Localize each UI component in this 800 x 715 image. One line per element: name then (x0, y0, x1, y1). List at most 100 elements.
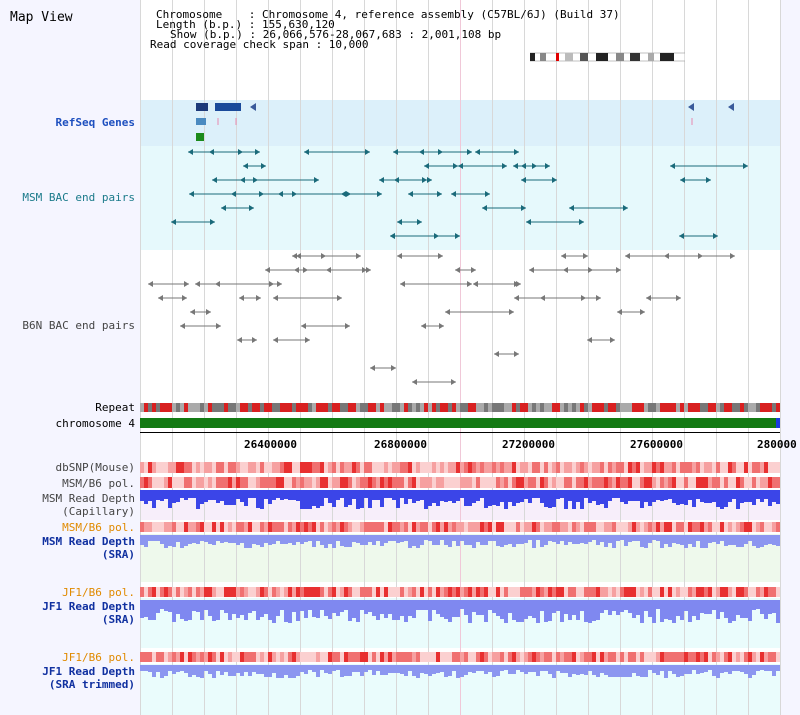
dbsnp-heat-track[interactable] (140, 462, 780, 473)
b6n-bac-pair-end-left (397, 253, 402, 259)
repsvg-cell (256, 403, 260, 412)
h4-cell (436, 587, 440, 597)
msm-bac-pair-end-left (526, 219, 531, 225)
h5-cell (728, 652, 732, 662)
msm-bac-pair-end-right (249, 205, 254, 211)
h5-cell (760, 652, 764, 662)
d4-bar (140, 665, 144, 671)
d2-bar (248, 535, 252, 548)
jf1-pol-heat-track[interactable] (140, 587, 780, 597)
h2-cell (484, 477, 488, 488)
h1-cell (432, 462, 436, 473)
d2-bar (596, 535, 600, 545)
refseq-gene-2[interactable] (215, 103, 241, 111)
h5-cell (524, 652, 528, 662)
repeat-track[interactable] (140, 403, 780, 412)
h4-cell (140, 587, 144, 597)
msm-pol-label[interactable]: MSM/B6 pol. (62, 477, 135, 490)
msm-pol2-label[interactable]: MSM/B6 pol. (62, 521, 135, 534)
msm-bac-label[interactable]: MSM BAC end pairs (22, 191, 135, 204)
d3-bar (524, 600, 528, 619)
chromosome-bar[interactable] (140, 418, 780, 428)
jf1-pol2-heat-track[interactable] (140, 652, 780, 662)
jf1-depth-trim-track[interactable] (140, 665, 780, 679)
h3-cell (648, 522, 652, 532)
h5-cell (424, 652, 428, 662)
d4-bar (316, 665, 320, 677)
d3-bar (244, 600, 248, 620)
h1-cell (184, 462, 188, 473)
d4-bar (144, 665, 148, 671)
repsvg-cell (696, 403, 700, 412)
h3-cell (368, 522, 372, 532)
h4-cell (532, 587, 536, 597)
msm-bac-pair-end-left (424, 163, 429, 169)
h3-cell (744, 522, 748, 532)
msm-depth-sra-label[interactable]: MSM Read Depth (SRA) (42, 535, 135, 561)
h5-cell (436, 652, 440, 662)
jf1-depth-trim-label[interactable]: JF1 Read Depth (SRA trimmed) (42, 665, 135, 691)
h1-cell (528, 462, 532, 473)
refseq-genes-label[interactable]: RefSeq Genes (55, 116, 135, 129)
b6n-bac-label[interactable]: B6N BAC end pairs (22, 319, 135, 332)
dbsnp-label[interactable]: dbSNP(Mouse) (55, 461, 135, 474)
d2-bar (480, 535, 484, 545)
h2-cell (772, 477, 776, 488)
d2-bar (504, 535, 508, 545)
d4-bar (492, 665, 496, 677)
d1-bar (396, 490, 400, 508)
refseq-arrow-3[interactable] (728, 103, 734, 111)
h2-cell (568, 477, 572, 488)
h2-cell (664, 477, 668, 488)
refseq-gene-4[interactable] (196, 133, 204, 141)
h1-cell (192, 462, 196, 473)
refseq-arrow-1[interactable] (250, 103, 256, 111)
msm-depth-cap-track[interactable] (140, 490, 780, 510)
d4-bar (396, 665, 400, 673)
h1-cell (572, 462, 576, 473)
d3-bar (452, 600, 456, 617)
h3-cell (528, 522, 532, 532)
h1-cell (544, 462, 548, 473)
h4-cell (672, 587, 676, 597)
h1-cell (160, 462, 164, 473)
jf1-depth-sra-label[interactable]: JF1 Read Depth (SRA) (42, 600, 135, 626)
msm-bac-track[interactable] (140, 146, 780, 250)
h4-cell (380, 587, 384, 597)
jf1-pol-label[interactable]: JF1/B6 pol. (62, 586, 135, 599)
d1-bar (176, 490, 180, 502)
refseq-arrow-2[interactable] (688, 103, 694, 111)
h3-cell (700, 522, 704, 532)
msm-depth-sra-track[interactable] (140, 535, 780, 549)
b6n-bac-track[interactable] (140, 250, 780, 398)
refseq-gene-3[interactable] (196, 118, 206, 125)
msm-depth-cap-label[interactable]: MSM Read Depth (Capillary) (42, 492, 135, 518)
refseq-track[interactable] (140, 100, 780, 146)
grid-line (684, 0, 685, 715)
jf1-pol2-label[interactable]: JF1/B6 pol. (62, 651, 135, 664)
msm-pol2-heat-track[interactable] (140, 522, 780, 532)
d1-bar (372, 490, 376, 500)
d3-bar (360, 600, 364, 610)
d4-bar (228, 665, 232, 676)
jf1-depth-sra-track[interactable] (140, 600, 780, 624)
msm-bac-pair-end-right (377, 191, 382, 197)
h5-cell (296, 652, 300, 662)
d3-bar (652, 600, 656, 623)
h1-cell (724, 462, 728, 473)
chromosome-label: chromosome 4 (55, 417, 135, 430)
refseq-gene-1[interactable] (196, 103, 208, 111)
chromosome-ideogram[interactable] (530, 52, 685, 62)
h4-cell (508, 587, 512, 597)
h1-cell (776, 462, 780, 473)
h4-cell (772, 587, 776, 597)
d4-bar (312, 665, 316, 672)
d4-bar (300, 665, 304, 672)
d2-bar (684, 535, 688, 548)
repsvg-cell (616, 403, 620, 412)
msm-pol-heat-track[interactable] (140, 477, 780, 488)
h1-cell (252, 462, 256, 473)
d3-bar (420, 600, 424, 610)
h4-cell (624, 587, 628, 597)
h2-cell (152, 477, 156, 488)
